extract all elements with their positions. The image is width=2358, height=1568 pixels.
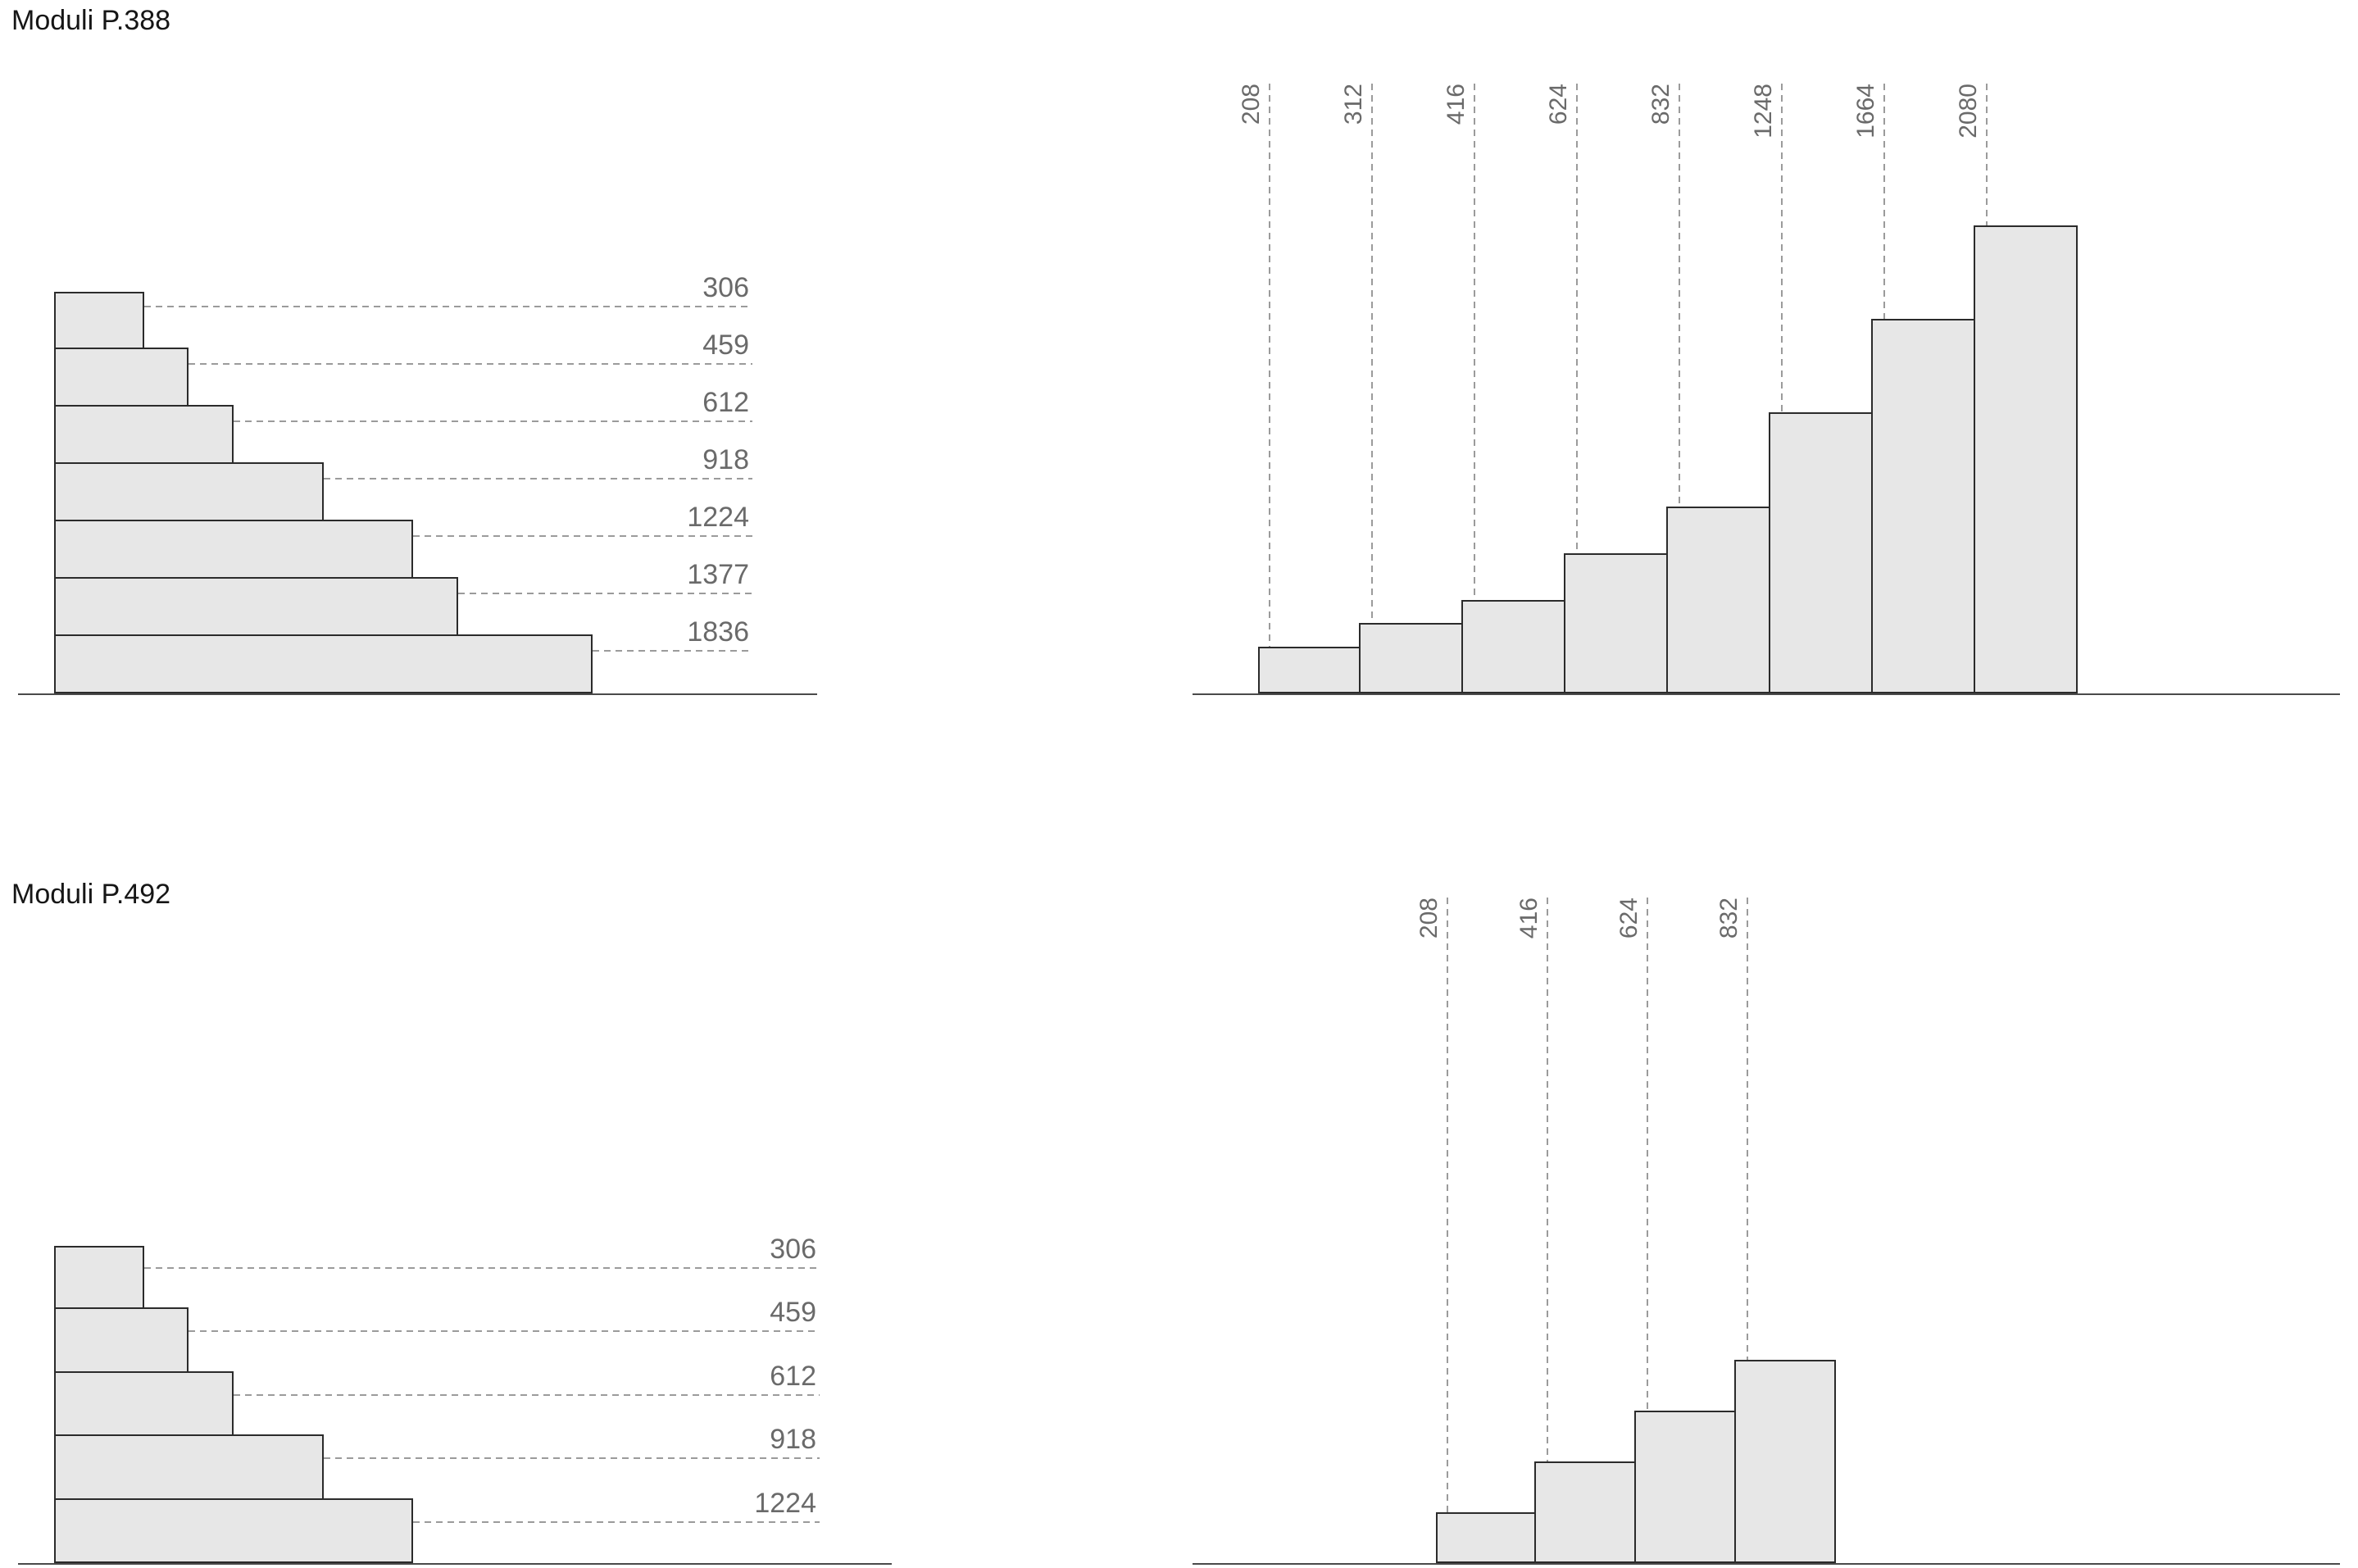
bar-value-label-rotated: 312 [1340, 84, 1367, 125]
grid-dash-line [1747, 898, 1748, 1361]
bar-312 [1359, 623, 1463, 693]
bar-value-label: 1377 [687, 559, 749, 590]
bar-value-label: 1836 [687, 616, 749, 648]
leader-dash-line [323, 478, 752, 479]
grid-dash-line [1269, 84, 1270, 647]
leader-dash-line [143, 1266, 820, 1269]
bar-612 [54, 405, 234, 464]
bar-value-label: 306 [770, 1233, 816, 1265]
grid-dash-line [1474, 84, 1475, 600]
bar-value-label-rotated: 208 [1415, 898, 1443, 939]
bar-2080 [1974, 225, 2078, 693]
grid-dash-line [1781, 84, 1783, 413]
bar-918 [54, 462, 324, 521]
leader-dash-line [234, 420, 752, 422]
grid-dash-line [1883, 84, 1885, 320]
bar-306 [54, 292, 144, 349]
grid-dash-line [1576, 84, 1578, 553]
bar-624 [1634, 1411, 1736, 1563]
bar-value-label: 918 [770, 1424, 816, 1455]
page-title-p492: Moduli P.492 [11, 879, 171, 910]
bar-832 [1734, 1360, 1836, 1563]
bar-1664 [1871, 319, 1975, 693]
bar-208 [1258, 646, 1361, 693]
grid-dash-line [1986, 84, 1988, 226]
bar-value-label-rotated: 416 [1515, 898, 1542, 939]
leader-dash-line [143, 306, 752, 307]
bar-416 [1534, 1461, 1636, 1563]
bar-1224 [54, 1498, 414, 1563]
leader-dash-line [189, 1330, 820, 1332]
bar-208 [1436, 1512, 1536, 1563]
grid-dash-line [1647, 898, 1648, 1411]
bar-value-label-rotated: 832 [1647, 84, 1674, 125]
bar-459 [54, 1307, 189, 1373]
leader-dash-line [189, 363, 752, 365]
bar-value-label: 459 [702, 330, 749, 361]
bar-value-label: 459 [770, 1297, 816, 1328]
page-title-p388: Moduli P.388 [11, 5, 171, 36]
bar-918 [54, 1434, 324, 1500]
bar-value-label-rotated: 1248 [1750, 84, 1777, 139]
leader-dash-line [323, 1457, 820, 1459]
leader-dash-line [234, 1393, 820, 1396]
bar-value-label-rotated: 2080 [1955, 84, 1982, 139]
axis-baseline [18, 693, 817, 695]
grid-dash-line [1547, 898, 1548, 1462]
bar-1248 [1769, 412, 1873, 693]
bar-416 [1461, 599, 1565, 693]
bar-value-label: 918 [702, 444, 749, 475]
bar-1224 [54, 520, 414, 579]
bar-612 [54, 1370, 234, 1436]
bar-832 [1666, 506, 1770, 693]
bar-459 [54, 348, 189, 407]
bar-value-label-rotated: 832 [1715, 898, 1742, 939]
axis-baseline [1193, 1563, 2340, 1565]
bar-value-label-rotated: 1664 [1852, 84, 1879, 139]
bar-value-label-rotated: 208 [1238, 84, 1265, 125]
bar-value-label-rotated: 416 [1443, 84, 1470, 125]
grid-dash-line [1679, 84, 1680, 507]
bar-value-label: 612 [770, 1360, 816, 1392]
leader-dash-line [413, 535, 752, 537]
grid-dash-line [1447, 898, 1448, 1513]
grid-dash-line [1371, 84, 1373, 624]
bar-value-label: 1224 [687, 502, 749, 533]
bar-1377 [54, 577, 458, 636]
leader-dash-line [593, 650, 752, 652]
bar-value-label-rotated: 624 [1545, 84, 1572, 125]
bar-624 [1564, 552, 1668, 693]
bar-306 [54, 1245, 144, 1309]
leader-dash-line [413, 1520, 820, 1523]
bar-value-label: 1224 [754, 1487, 816, 1519]
bar-value-label-rotated: 624 [1615, 898, 1642, 939]
leader-dash-line [457, 593, 752, 594]
axis-baseline [18, 1563, 892, 1565]
bar-value-label: 612 [702, 387, 749, 418]
axis-baseline [1193, 693, 2340, 695]
bar-1836 [54, 634, 593, 693]
bar-value-label: 306 [702, 272, 749, 303]
